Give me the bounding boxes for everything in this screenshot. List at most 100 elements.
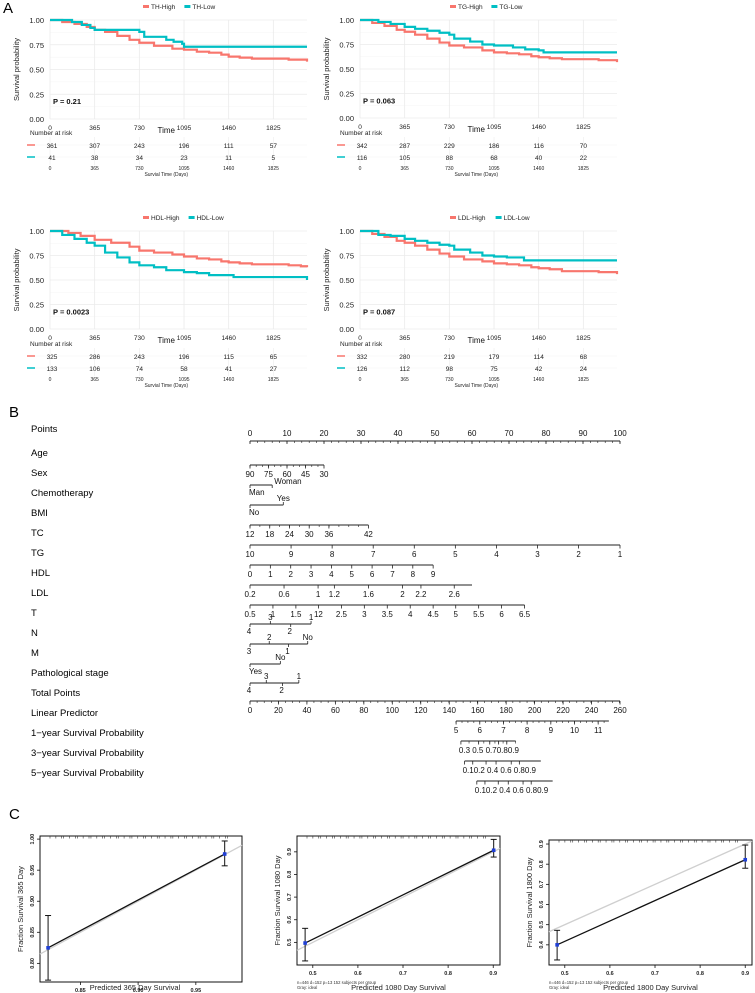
svg-text:7: 7	[501, 726, 506, 735]
svg-text:8: 8	[330, 550, 335, 559]
svg-text:1: 1	[268, 570, 273, 579]
svg-text:116: 116	[533, 143, 544, 150]
svg-text:24: 24	[285, 530, 294, 539]
svg-text:3: 3	[362, 610, 367, 619]
y-axis-label: Fraction Survival 1800 Day	[525, 857, 534, 947]
nomogram-axis: No Yes	[249, 494, 290, 517]
svg-text:1460: 1460	[533, 377, 544, 383]
p-value: P = 0.0023	[53, 307, 89, 316]
calibration-point	[555, 943, 559, 947]
calibration-plot-1800: 0.5 0.6 0.7 0.8 0.9 0.4 0.5 0.6 0.7 0.8 0.9 Fractio…	[525, 839, 753, 992]
svg-text:40: 40	[535, 155, 543, 162]
svg-text:2.6: 2.6	[449, 590, 461, 599]
svg-text:8: 8	[525, 726, 530, 735]
svg-text:0.75: 0.75	[29, 41, 44, 50]
svg-text:0.75: 0.75	[339, 252, 354, 261]
calibration-point	[222, 852, 227, 856]
svg-text:7: 7	[390, 570, 395, 579]
svg-text:0.4: 0.4	[539, 940, 545, 949]
svg-text:60: 60	[331, 706, 340, 715]
svg-text:No: No	[303, 633, 314, 642]
svg-text:40: 40	[394, 429, 403, 438]
nomogram-label: 1−year Survival Probability	[31, 728, 144, 739]
y-axis-label: Fraction Survival 365 Day	[16, 866, 25, 952]
calibration-plot-1080: 0.5 0.6 0.7 0.8 0.9 0.5 0.6 0.7 0.8 0.9 Fraction S…	[273, 835, 501, 992]
y-axis-label: Survival probability	[322, 37, 331, 100]
svg-text:0: 0	[248, 429, 253, 438]
nomogram-axis: 3 2 1 No	[247, 633, 314, 656]
svg-text:38: 38	[91, 155, 99, 162]
legend-entry: HDL-High	[151, 215, 180, 222]
x-axis-label: Time	[158, 336, 176, 345]
nomogram-axis: 0 20 40 60 80 100 120 140 160 180 200 220 240 260	[248, 700, 627, 715]
svg-text:342: 342	[357, 143, 368, 150]
svg-text:1825: 1825	[268, 377, 279, 383]
svg-text:100: 100	[613, 429, 627, 438]
svg-text:8: 8	[411, 570, 416, 579]
svg-text:10: 10	[246, 550, 255, 559]
survival-curve	[50, 229, 309, 268]
svg-text:1: 1	[285, 647, 290, 656]
svg-text:1.2: 1.2	[329, 590, 341, 599]
svg-text:3: 3	[535, 550, 540, 559]
svg-text:114: 114	[533, 354, 544, 361]
svg-text:0.9: 0.9	[287, 848, 293, 856]
svg-text:365: 365	[400, 166, 409, 172]
svg-text:Woman: Woman	[274, 477, 301, 486]
svg-text:9: 9	[549, 726, 554, 735]
svg-text:75: 75	[490, 366, 498, 373]
svg-text:220: 220	[556, 706, 570, 715]
nomogram-label: LDL	[31, 588, 49, 599]
km-plot-hdl: 0.00 0.25 0.50 0.75 1.00 Survival probability…	[12, 215, 309, 389]
svg-text:50: 50	[431, 429, 440, 438]
svg-text:200: 200	[528, 706, 542, 715]
svg-text:1825: 1825	[266, 335, 281, 342]
svg-text:0.00: 0.00	[29, 325, 44, 334]
svg-text:0.75: 0.75	[339, 41, 354, 50]
svg-text:11: 11	[225, 155, 232, 162]
svg-text:3: 3	[268, 613, 273, 622]
svg-text:60: 60	[468, 429, 477, 438]
svg-text:9: 9	[431, 570, 436, 579]
svg-text:12: 12	[246, 530, 255, 539]
svg-text:60: 60	[283, 470, 292, 479]
svg-text:1460: 1460	[531, 335, 546, 342]
svg-text:0.5: 0.5	[287, 939, 293, 947]
svg-text:88: 88	[446, 155, 454, 162]
nomogram-axis: 4 3 2 1	[247, 672, 302, 695]
calibration-point	[303, 941, 307, 945]
svg-text:280: 280	[399, 354, 410, 361]
observed-line	[304, 849, 494, 944]
nomogram-axis: 0.3 0.5 0.70.80.9	[459, 740, 520, 755]
risk-table-xlabel: Survial Time (Days)	[454, 383, 498, 389]
panel-letter-c: C	[9, 806, 20, 823]
svg-text:0.6: 0.6	[354, 971, 362, 977]
svg-text:1.00: 1.00	[29, 16, 44, 25]
svg-text:0.9: 0.9	[539, 840, 545, 848]
footnote: Gray: ideal	[549, 985, 569, 990]
nomogram-axis: 12 18 24 30 36 42	[246, 524, 373, 539]
x-axis-label: Predicted 1080 Day Survival	[351, 983, 446, 992]
calibration-plot-365: 0.85 0.90 0.95 0.80 0.85 0.90 0.95 1.00 Fraction…	[16, 834, 243, 993]
svg-text:1095: 1095	[487, 124, 502, 131]
svg-text:9: 9	[289, 550, 294, 559]
survival-curve	[360, 18, 619, 63]
nomogram-axis: Man Woman	[249, 477, 302, 497]
svg-text:1095: 1095	[177, 335, 192, 342]
svg-text:80: 80	[542, 429, 551, 438]
svg-text:196: 196	[179, 354, 190, 361]
risk-table-xlabel: Survial Time (Days)	[454, 172, 498, 178]
y-axis-label: Survival probability	[12, 248, 21, 311]
nomogram-axis: 0.10.2 0.4 0.6 0.80.9	[475, 780, 553, 795]
legend-entry: TG-High	[458, 4, 483, 11]
svg-text:0: 0	[359, 377, 362, 383]
svg-text:1460: 1460	[221, 125, 236, 132]
risk-table-xlabel: Survial Time (Days)	[144, 383, 188, 389]
svg-text:20: 20	[320, 429, 329, 438]
nomogram-axis: 0.10.2 0.4 0.6 0.80.9	[463, 760, 541, 775]
svg-text:0.25: 0.25	[29, 301, 44, 310]
calibration-panel: 0.85 0.90 0.95 0.80 0.85 0.90 0.95 1.00 Fraction…	[16, 834, 753, 993]
panel-letter-a: A	[3, 0, 14, 17]
svg-text:1825: 1825	[576, 124, 591, 131]
svg-text:365: 365	[400, 377, 409, 383]
